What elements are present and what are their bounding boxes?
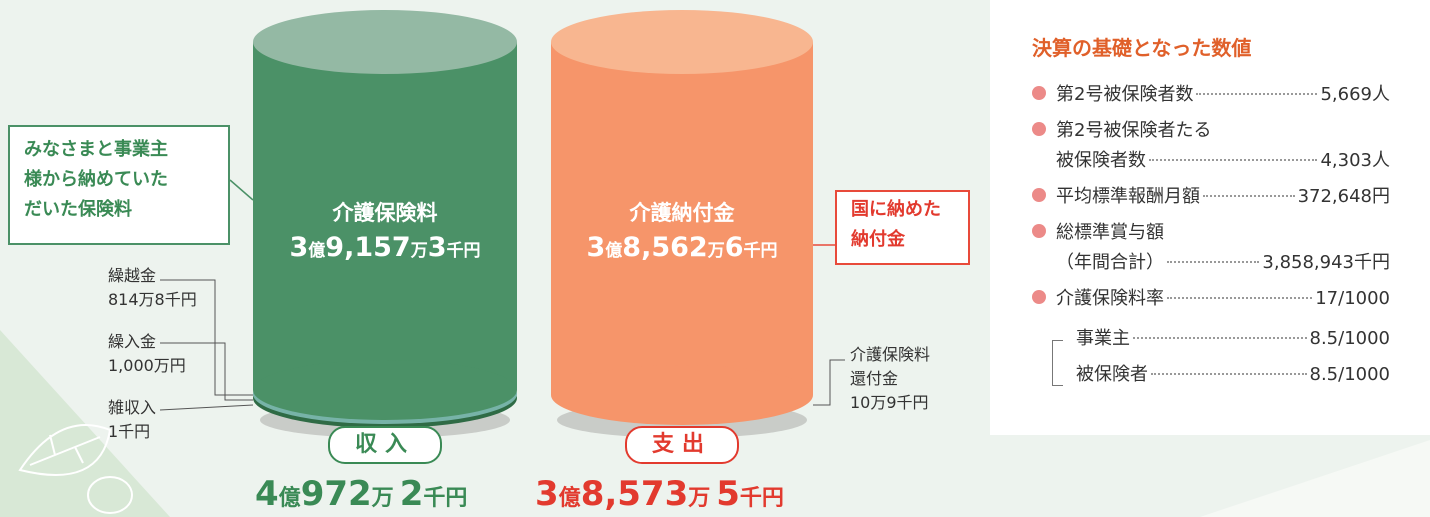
bullet	[1032, 122, 1046, 136]
amount-part: 9,157	[325, 232, 410, 263]
basis-row: 被保険者数 4,303人	[1056, 146, 1390, 172]
amount-part: 6	[725, 232, 744, 263]
amount-part: 8,562	[622, 232, 707, 263]
amount-part: 億	[605, 241, 622, 261]
basis-row: 総標準賞与額	[1056, 218, 1390, 244]
basis-label: 第2号被保険者数	[1056, 80, 1193, 106]
income-title: 介護保険料	[253, 197, 517, 227]
sub-label: 繰越金	[108, 264, 197, 288]
amount-part: 万	[411, 241, 428, 261]
amount-part: 3	[535, 474, 559, 514]
basis-label: 平均標準報酬月額	[1056, 182, 1200, 208]
expense-callout: 国に納めた納付金	[835, 190, 970, 265]
expense-cylinder-text: 介護納付金 3億8,562万6千円	[551, 0, 813, 300]
leader	[1133, 337, 1307, 339]
basis-value: 17/1000	[1315, 288, 1390, 309]
expense-badge: 支出	[625, 426, 739, 464]
amount-part: 千円	[447, 241, 481, 261]
amount-part: 4	[255, 474, 279, 514]
amount-part: 千円	[744, 241, 778, 261]
sub-label: 雑収入	[108, 396, 156, 420]
leader	[1196, 93, 1317, 95]
amount-part: 億	[279, 486, 301, 511]
basis-row: 第2号被保険者たる	[1056, 116, 1390, 142]
callout-line: 納付金	[851, 225, 954, 255]
amount-part: 億	[308, 241, 325, 261]
amount-part: 3	[428, 232, 447, 263]
bullet	[1032, 188, 1046, 202]
leader	[1167, 261, 1259, 263]
basis-sub-row: 被保険者 8.5/1000	[1076, 360, 1390, 386]
sub-label: 繰入金	[108, 330, 186, 354]
amount-part: 972	[301, 474, 372, 514]
basis-label: （年間合計）	[1056, 248, 1164, 274]
amount-part: 万	[708, 241, 725, 261]
basis-value: 3,858,943千円	[1262, 248, 1390, 274]
sub-amount: 814万8千円	[108, 288, 197, 312]
amount-part: 億	[559, 486, 581, 511]
page: みなさまと事業主様から納めていただいた保険料 介護保険料 3億9,157万3千円…	[0, 0, 1430, 517]
basis-title: 決算の基礎となった数値	[1032, 32, 1251, 61]
basis-label: 第2号被保険者たる	[1056, 116, 1211, 142]
amount-part: 千円	[740, 486, 784, 511]
basis-sub-row: 事業主 8.5/1000	[1076, 324, 1390, 350]
amount-part: 2	[400, 474, 424, 514]
callout-line: だいた保険料	[24, 195, 214, 225]
income-cylinder-text: 介護保険料 3億9,157万3千円	[253, 0, 517, 300]
basis-value: 8.5/1000	[1310, 364, 1391, 385]
expense-title: 介護納付金	[551, 197, 813, 227]
basis-row: （年間合計） 3,858,943千円	[1056, 248, 1390, 274]
amount-part: 5	[716, 474, 740, 514]
sub-amount: 10万9千円	[850, 391, 930, 415]
basis-label: 被保険者	[1076, 360, 1148, 386]
basis-label: 介護保険料率	[1056, 284, 1164, 310]
callout-line: みなさまと事業主	[24, 135, 214, 165]
amount-part: 8,573	[581, 474, 689, 514]
amount-part: 3	[290, 232, 309, 263]
bullet	[1032, 86, 1046, 100]
amount-part: 万	[688, 486, 710, 511]
leader	[1203, 195, 1295, 197]
basis-value: 5,669人	[1320, 80, 1390, 106]
bullet	[1032, 290, 1046, 304]
sub-amount: 1千円	[108, 420, 156, 444]
basis-label: 総標準賞与額	[1056, 218, 1164, 244]
basis-value: 4,303人	[1320, 146, 1390, 172]
sub-amount: 1,000万円	[108, 354, 186, 378]
amount-part: 万	[372, 486, 394, 511]
income-callout: みなさまと事業主様から納めていただいた保険料	[8, 125, 230, 245]
basis-label: 被保険者数	[1056, 146, 1146, 172]
callout-line: 国に納めた	[851, 195, 954, 225]
callout-line: 様から納めていた	[24, 165, 214, 195]
income-badge: 収入	[328, 426, 442, 464]
basis-row: 介護保険料率 17/1000	[1056, 284, 1390, 310]
sub-label: 介護保険料	[850, 343, 930, 367]
amount-part: 3	[587, 232, 606, 263]
leader	[1167, 297, 1312, 299]
basis-value: 8.5/1000	[1310, 328, 1391, 349]
basis-value: 372,648円	[1298, 182, 1390, 208]
amount-part: 千円	[423, 486, 467, 511]
basis-row: 平均標準報酬月額 372,648円	[1056, 182, 1390, 208]
sub-label: 還付金	[850, 367, 930, 391]
leader	[1151, 373, 1307, 375]
basis-row: 第2号被保険者数 5,669人	[1056, 80, 1390, 106]
income-amount: 3億9,157万3千円	[253, 232, 517, 263]
bullet	[1032, 224, 1046, 238]
basis-label: 事業主	[1076, 324, 1130, 350]
leader	[1149, 159, 1317, 161]
expense-amount: 3億8,562万6千円	[551, 232, 813, 263]
bracket	[1052, 340, 1063, 386]
